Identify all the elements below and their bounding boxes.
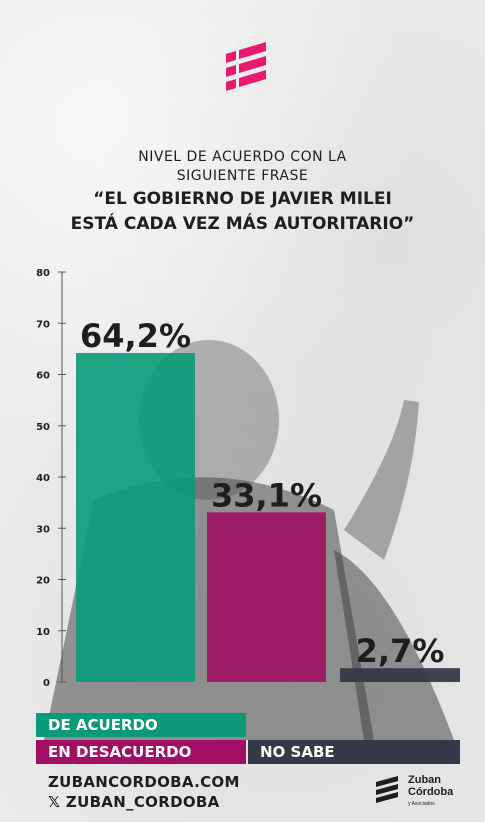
y-tick-label-30: 30 [36, 524, 50, 535]
legend-en-desacuerdo-label: EN DESACUERDO [48, 743, 192, 761]
y-tick-label-50: 50 [36, 422, 50, 433]
legend-en-desacuerdo: EN DESACUERDO [36, 740, 246, 764]
brand-line-2: Córdoba [408, 786, 454, 798]
website-link[interactable]: ZUBANCORDOBA.COM [48, 773, 240, 791]
legend-no-sabe-label: NO SABE [260, 743, 335, 761]
y-tick-label-70: 70 [36, 319, 50, 330]
legend-de-acuerdo-label: DE ACUERDO [48, 716, 158, 734]
bar-de-acuerdo [76, 352, 195, 682]
value-label-no-sabe: 2,7% [356, 632, 445, 670]
y-tick-label-0: 0 [43, 678, 50, 689]
footer-links: ZUBANCORDOBA.COM 𝕏 ZUBAN_CORDOBA [48, 772, 240, 812]
y-tick-label-20: 20 [36, 576, 50, 587]
quote-line-1: “EL GOBIERNO DE JAVIER MILEI [93, 189, 392, 209]
y-tick-label-40: 40 [36, 473, 50, 484]
subtitle-line-2: SIGUIENTE FRASE [176, 168, 309, 184]
bar-en-desacuerdo [207, 512, 326, 682]
value-label-en-desacuerdo: 33,1% [211, 476, 322, 514]
brand-line-1: Zuban [408, 774, 441, 786]
subtitle-line-1: NIVEL DE ACUERDO CON LA [138, 149, 347, 165]
value-label-de-acuerdo: 64,2% [80, 317, 191, 355]
quote-line-2: ESTÁ CADA VEZ MÁS AUTORITARIO” [70, 214, 415, 234]
zuban-logo-icon [226, 42, 266, 94]
y-tick-label-60: 60 [36, 371, 50, 382]
brand-mark-icon [376, 776, 398, 803]
y-tick-label-10: 10 [36, 627, 50, 638]
legend-de-acuerdo: DE ACUERDO [36, 713, 246, 737]
header: NIVEL DE ACUERDO CON LA SIGUIENTE FRASE … [0, 148, 485, 236]
bar-no-sabe [340, 668, 460, 682]
brand-line-3: y Asociados [408, 801, 435, 807]
footer-brand: Zuban Córdoba y Asociados [374, 772, 464, 808]
legend-no-sabe: NO SABE [248, 740, 460, 764]
social-handle-link[interactable]: 𝕏 ZUBAN_CORDOBA [48, 793, 220, 811]
y-tick-label-80: 80 [36, 268, 50, 279]
brand-name: Zuban Córdoba y Asociados [408, 774, 453, 810]
